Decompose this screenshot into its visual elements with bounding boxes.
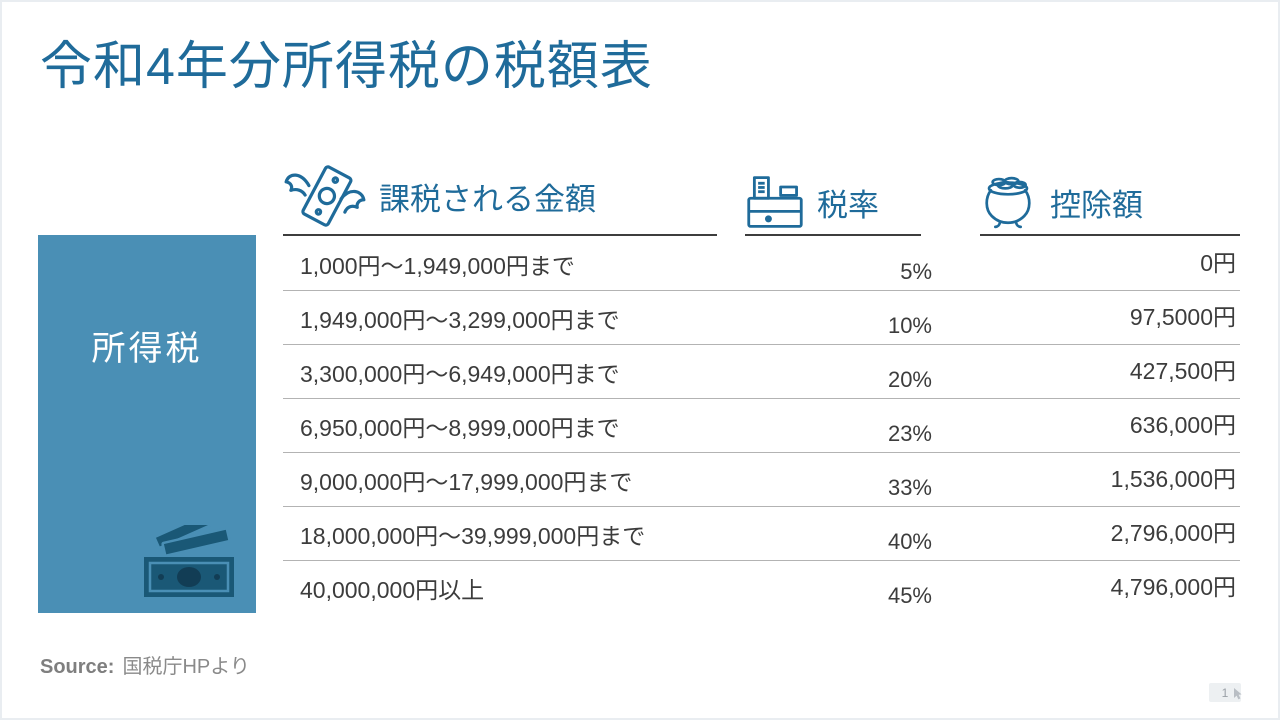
page-title: 令和4年分所得税の税額表 <box>40 38 653 96</box>
column-header-deduction: 控除額 <box>980 170 1240 236</box>
category-label: 所得税 <box>91 330 203 368</box>
tax-rate-cell: 10% <box>887 312 932 338</box>
source-note: Source: 国税庁HPより <box>40 650 250 679</box>
tax-rate-cell: 33% <box>887 474 932 500</box>
page-number: 1 <box>1221 685 1229 700</box>
table-row: 6,950,000円～8,999,000円まで 23% 636,000円 <box>283 399 1240 453</box>
column-header-label: 課税される金額 <box>379 181 596 217</box>
column-header-taxable-amount: 課税される金額 <box>283 158 717 236</box>
table-row: 40,000,000円以上 45% 4,796,000円 <box>283 561 1240 615</box>
taxable-range-cell: 1,949,000円～3,299,000円まで <box>300 306 620 333</box>
table-row: 9,000,000円～17,999,000円まで 33% 1,536,000円 <box>283 453 1240 507</box>
table-row: 18,000,000円～39,999,000円まで 40% 2,796,000円 <box>283 507 1240 561</box>
flying-money-icon <box>284 165 366 227</box>
column-header-label: 控除額 <box>1050 187 1143 223</box>
tax-rate-cell: 45% <box>887 583 932 608</box>
mouse-cursor-icon <box>1234 688 1242 700</box>
tax-rate-cell: 5% <box>900 258 932 284</box>
taxable-range-cell: 9,000,000円～17,999,000円まで <box>300 468 633 495</box>
tax-rate-cell: 23% <box>887 420 932 446</box>
deduction-cell: 1,536,000円 <box>1110 465 1236 492</box>
deduction-cell: 4,796,000円 <box>1110 574 1236 600</box>
page-number-badge: 1 <box>1209 683 1241 702</box>
tax-table: 1,000円～1,949,000円まで 5% 0円 1,949,000円～3,2… <box>283 237 1240 615</box>
cash-register-icon <box>747 176 803 228</box>
column-header-tax-rate: 税率 <box>745 170 921 236</box>
table-row: 3,300,000円～6,949,000円まで 20% 427,500円 <box>283 345 1240 399</box>
deduction-cell: 636,000円 <box>1129 411 1236 438</box>
taxable-range-cell: 40,000,000円以上 <box>300 577 485 603</box>
column-header-label: 税率 <box>817 187 879 223</box>
money-bills-icon <box>144 525 234 597</box>
money-pot-icon <box>985 176 1031 229</box>
tax-rate-cell: 40% <box>887 528 932 554</box>
deduction-cell: 97,5000円 <box>1129 303 1236 330</box>
deduction-cell: 0円 <box>1200 249 1236 276</box>
table-row: 1,000円～1,949,000円まで 5% 0円 <box>283 237 1240 291</box>
deduction-cell: 2,796,000円 <box>1110 519 1236 546</box>
source-text: 国税庁HPより <box>122 656 250 678</box>
taxable-range-cell: 18,000,000円～39,999,000円まで <box>300 522 646 549</box>
table-row: 1,949,000円～3,299,000円まで 10% 97,5000円 <box>283 291 1240 345</box>
taxable-range-cell: 3,300,000円～6,949,000円まで <box>300 360 620 387</box>
source-label: Source: <box>40 656 115 678</box>
taxable-range-cell: 1,000円～1,949,000円まで <box>300 252 575 279</box>
category-box: 所得税 <box>38 235 256 613</box>
tax-rate-cell: 20% <box>887 366 932 392</box>
deduction-cell: 427,500円 <box>1129 357 1236 384</box>
taxable-range-cell: 6,950,000円～8,999,000円まで <box>300 414 620 441</box>
